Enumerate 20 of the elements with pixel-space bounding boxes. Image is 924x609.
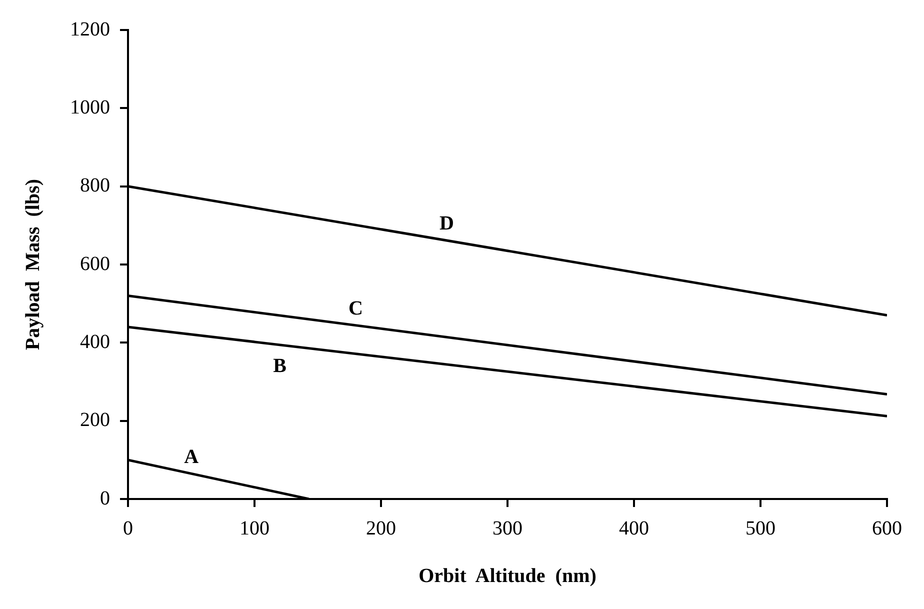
x-tick-label: 400 bbox=[619, 517, 649, 540]
y-tick-label: 800 bbox=[80, 174, 110, 197]
y-tick-label: 0 bbox=[100, 487, 110, 510]
x-tick-label: 600 bbox=[872, 517, 902, 540]
x-tick-label: 300 bbox=[492, 517, 522, 540]
x-tick-label: 500 bbox=[746, 517, 776, 540]
y-axis-title: Payload Mass (lbs) bbox=[22, 178, 44, 350]
y-tick-label: 1200 bbox=[70, 18, 110, 40]
series-label: B bbox=[273, 355, 286, 378]
x-axis-title: Orbit Altitude (nm) bbox=[418, 565, 596, 588]
series-label: D bbox=[440, 212, 454, 235]
series-label: A bbox=[184, 446, 200, 468]
x-tick-label: 0 bbox=[123, 517, 133, 540]
y-tick-label: 600 bbox=[80, 252, 110, 275]
x-tick-label: 100 bbox=[240, 517, 270, 540]
series-label: C bbox=[348, 297, 363, 320]
y-tick-label: 400 bbox=[80, 330, 110, 353]
x-tick-label: 200 bbox=[366, 517, 396, 540]
y-tick-label: 1000 bbox=[70, 96, 110, 118]
y-tick-label: 200 bbox=[80, 409, 110, 432]
